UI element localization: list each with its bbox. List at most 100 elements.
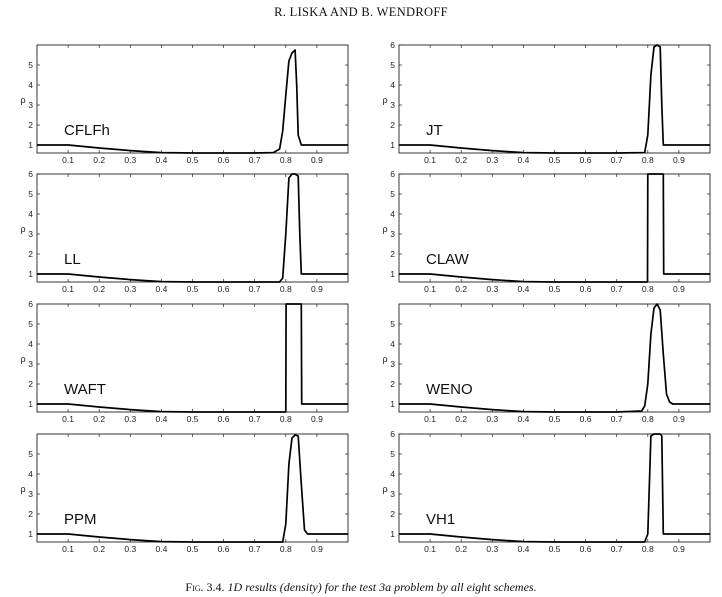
x-tick-label: 0.4 xyxy=(155,414,167,424)
y-tick-label: 1 xyxy=(390,269,395,279)
y-tick-label: 5 xyxy=(390,449,395,459)
y-tick-label: 1 xyxy=(390,140,395,150)
x-tick-label: 0.7 xyxy=(249,155,261,165)
chart-panel-ll: 0.1 0.2 0.3 0.4 0.5 0.6 0.7 0.8 0.9 1 2 3 4 5 6 ρ LL xyxy=(20,169,349,294)
y-tick-label: 4 xyxy=(390,339,395,349)
y-tick-label: 6 xyxy=(28,169,33,179)
x-tick-label: 0.6 xyxy=(580,544,592,554)
x-tick-label: 0.4 xyxy=(155,155,167,165)
x-tick-label: 0.9 xyxy=(311,544,323,554)
y-tick-label: 5 xyxy=(28,60,33,70)
x-tick-label: 0.5 xyxy=(187,544,199,554)
x-tick-label: 0.5 xyxy=(187,284,199,294)
y-axis-label: ρ xyxy=(382,484,387,494)
y-tick-label: 3 xyxy=(28,100,33,110)
x-tick-label: 0.7 xyxy=(611,414,623,424)
y-tick-label: 1 xyxy=(28,529,33,539)
x-tick-label: 0.6 xyxy=(580,414,592,424)
x-tick-label: 0.1 xyxy=(62,155,74,165)
density-series xyxy=(37,303,348,413)
y-tick-label: 1 xyxy=(28,269,33,279)
figure-caption: Fig. 3.4. 1D results (density) for the t… xyxy=(0,580,722,595)
y-tick-label: 4 xyxy=(28,339,33,349)
x-tick-label: 0.2 xyxy=(455,284,467,294)
x-tick-label: 0.3 xyxy=(486,284,498,294)
y-tick-label: 6 xyxy=(390,169,395,179)
scheme-label: VH1 xyxy=(426,511,455,528)
x-tick-label: 0.7 xyxy=(249,414,261,424)
y-tick-label: 2 xyxy=(390,509,395,519)
x-tick-label: 0.2 xyxy=(93,544,105,554)
x-tick-label: 0.1 xyxy=(424,284,436,294)
x-tick-label: 0.8 xyxy=(280,544,292,554)
x-tick-label: 0.6 xyxy=(218,155,230,165)
x-tick-label: 0.8 xyxy=(642,155,654,165)
x-tick-label: 0.4 xyxy=(517,414,529,424)
chart-panel-vh1: 0.1 0.2 0.3 0.4 0.5 0.6 0.7 0.8 0.9 1 2 3 4 5 6 ρ VH1 xyxy=(382,429,711,554)
scheme-label: CFLFh xyxy=(64,122,110,139)
y-axis-label: ρ xyxy=(382,95,387,105)
density-series xyxy=(37,173,348,283)
y-tick-label: 5 xyxy=(28,189,33,199)
x-tick-label: 0.8 xyxy=(642,544,654,554)
x-tick-label: 0.8 xyxy=(642,284,654,294)
y-tick-label: 3 xyxy=(28,489,33,499)
x-tick-label: 0.3 xyxy=(124,284,136,294)
density-series xyxy=(399,433,710,543)
density-series xyxy=(399,303,710,413)
x-tick-label: 0.6 xyxy=(218,284,230,294)
y-tick-label: 6 xyxy=(390,429,395,439)
x-tick-label: 0.2 xyxy=(455,544,467,554)
scheme-label: JT xyxy=(426,122,443,139)
density-series xyxy=(399,173,710,283)
y-tick-label: 2 xyxy=(28,120,33,130)
caption-text: 1D results (density) for the test 3a pro… xyxy=(227,580,537,594)
y-tick-label: 4 xyxy=(28,80,33,90)
x-tick-label: 0.9 xyxy=(673,284,685,294)
x-tick-label: 0.5 xyxy=(549,414,561,424)
chart-panel-waft: 0.1 0.2 0.3 0.4 0.5 0.6 0.7 0.8 0.9 1 2 3 4 5 6 ρ WAFT xyxy=(20,299,349,424)
y-tick-label: 2 xyxy=(390,379,395,389)
scheme-label: WENO xyxy=(426,381,473,398)
x-tick-label: 0.9 xyxy=(311,155,323,165)
y-tick-label: 6 xyxy=(28,299,33,309)
x-tick-label: 0.1 xyxy=(62,414,74,424)
x-tick-label: 0.3 xyxy=(486,155,498,165)
scheme-label: LL xyxy=(64,251,81,268)
y-tick-label: 4 xyxy=(390,469,395,479)
y-axis-label: ρ xyxy=(20,484,25,494)
x-tick-label: 0.6 xyxy=(580,155,592,165)
y-tick-label: 1 xyxy=(390,399,395,409)
x-tick-label: 0.5 xyxy=(549,284,561,294)
y-axis-label: ρ xyxy=(20,224,25,234)
density-series xyxy=(37,434,348,543)
x-tick-label: 0.5 xyxy=(187,155,199,165)
y-tick-label: 5 xyxy=(390,60,395,70)
x-tick-label: 0.4 xyxy=(155,284,167,294)
x-tick-label: 0.8 xyxy=(280,284,292,294)
y-tick-label: 2 xyxy=(390,249,395,259)
x-tick-label: 0.2 xyxy=(93,414,105,424)
x-tick-label: 0.3 xyxy=(486,414,498,424)
y-tick-label: 1 xyxy=(28,399,33,409)
y-tick-label: 2 xyxy=(28,249,33,259)
x-tick-label: 0.9 xyxy=(673,155,685,165)
y-tick-label: 5 xyxy=(28,319,33,329)
chart-panel-ppm: 0.1 0.2 0.3 0.4 0.5 0.6 0.7 0.8 0.9 1 2 3 4 5 ρ PPM xyxy=(20,433,349,554)
scheme-label: CLAW xyxy=(426,251,470,268)
x-tick-label: 0.3 xyxy=(124,155,136,165)
y-tick-label: 3 xyxy=(28,229,33,239)
x-tick-label: 0.6 xyxy=(580,284,592,294)
chart-panel-claw: 0.1 0.2 0.3 0.4 0.5 0.6 0.7 0.8 0.9 1 2 3 4 5 6 ρ CLAW xyxy=(382,169,711,294)
x-tick-label: 0.7 xyxy=(611,544,623,554)
chart-panel-cflfh: 0.1 0.2 0.3 0.4 0.5 0.6 0.7 0.8 0.9 1 2 3 4 5 ρ CFLFh xyxy=(20,44,349,165)
y-tick-label: 5 xyxy=(28,449,33,459)
x-tick-label: 0.9 xyxy=(311,414,323,424)
y-axis-label: ρ xyxy=(382,354,387,364)
y-axis-label: ρ xyxy=(20,354,25,364)
x-tick-label: 0.7 xyxy=(249,284,261,294)
y-tick-label: 3 xyxy=(390,229,395,239)
y-axis-label: ρ xyxy=(382,224,387,234)
y-tick-label: 1 xyxy=(390,529,395,539)
